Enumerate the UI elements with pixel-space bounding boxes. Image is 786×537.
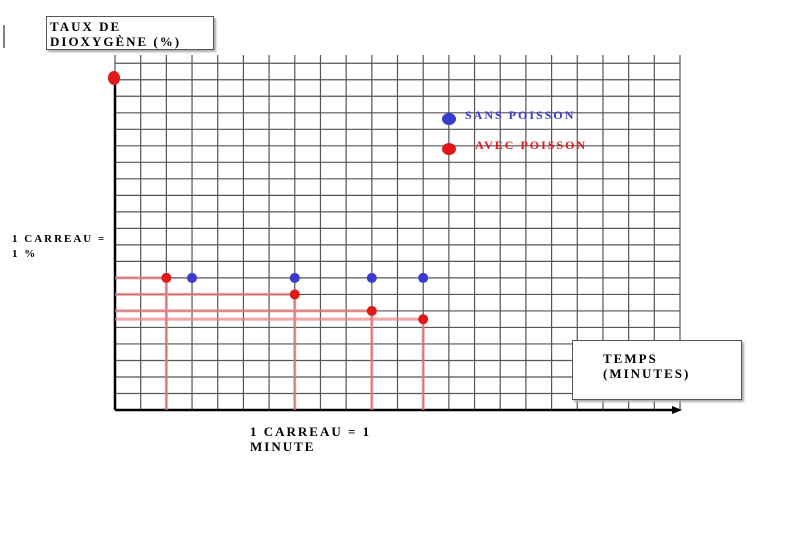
point bbox=[161, 272, 172, 283]
point bbox=[289, 289, 300, 300]
legend-label: SANS POISSON bbox=[465, 108, 575, 122]
point bbox=[366, 305, 377, 316]
point bbox=[418, 272, 429, 283]
y-axis-title: TAUX DE DIOXYGÈNE (%) bbox=[46, 16, 214, 50]
y-scale-note: 1 CARREAU = 1 % bbox=[12, 233, 107, 260]
legend-marker bbox=[442, 143, 456, 155]
legend-marker bbox=[442, 113, 456, 125]
point bbox=[187, 272, 198, 283]
point bbox=[418, 314, 429, 325]
point bbox=[366, 272, 377, 283]
x-scale-note: 1 CARREAU = 1 MINUTE bbox=[250, 424, 372, 454]
axis-marker bbox=[108, 71, 120, 85]
point bbox=[289, 272, 300, 283]
x-axis-title: TEMPS (MINUTES) bbox=[572, 340, 742, 400]
legend-label: AVEC POISSON bbox=[475, 138, 587, 152]
x-axis-arrow bbox=[672, 406, 682, 414]
